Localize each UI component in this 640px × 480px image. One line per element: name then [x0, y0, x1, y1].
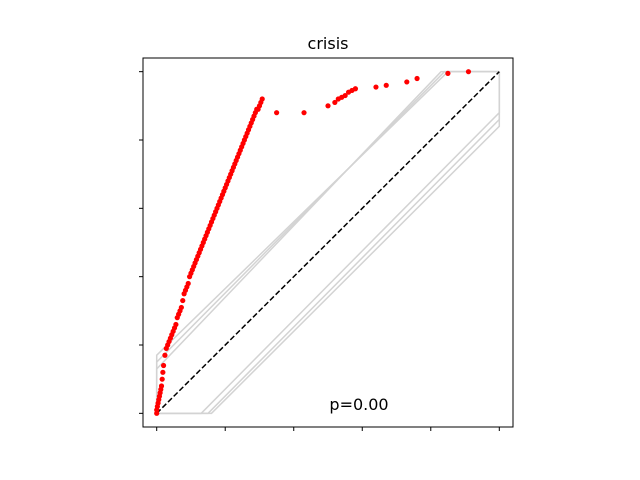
data-point	[465, 69, 472, 75]
reference-diagonal	[156, 71, 500, 414]
chart-title: crisis	[308, 34, 349, 53]
reference-line	[156, 71, 500, 414]
data-point	[178, 304, 184, 311]
data-point	[383, 82, 389, 88]
data-point	[445, 70, 451, 76]
data-point	[180, 297, 186, 304]
data-point	[342, 92, 348, 99]
data-point	[332, 99, 338, 106]
data-point	[352, 86, 359, 92]
x-axis-ticks	[156, 427, 500, 431]
data-point	[325, 103, 331, 109]
simulation-bands	[155, 70, 501, 415]
y-axis-ticks	[139, 71, 143, 414]
data-point	[185, 280, 191, 287]
data-point	[404, 79, 410, 85]
data-point	[173, 321, 179, 328]
data-point	[414, 75, 420, 82]
data-point	[162, 352, 168, 358]
simulation-band-5	[156, 71, 501, 415]
data-point	[301, 110, 307, 116]
data-point	[259, 96, 265, 102]
data-point	[159, 376, 165, 382]
p-value-annotation: p=0.00	[329, 395, 388, 414]
data-point	[158, 383, 165, 389]
data-point	[160, 362, 167, 369]
data-point	[274, 110, 280, 116]
plot-frame	[142, 57, 514, 428]
data-point	[160, 369, 166, 375]
data-points	[154, 69, 472, 416]
data-point	[373, 84, 379, 90]
